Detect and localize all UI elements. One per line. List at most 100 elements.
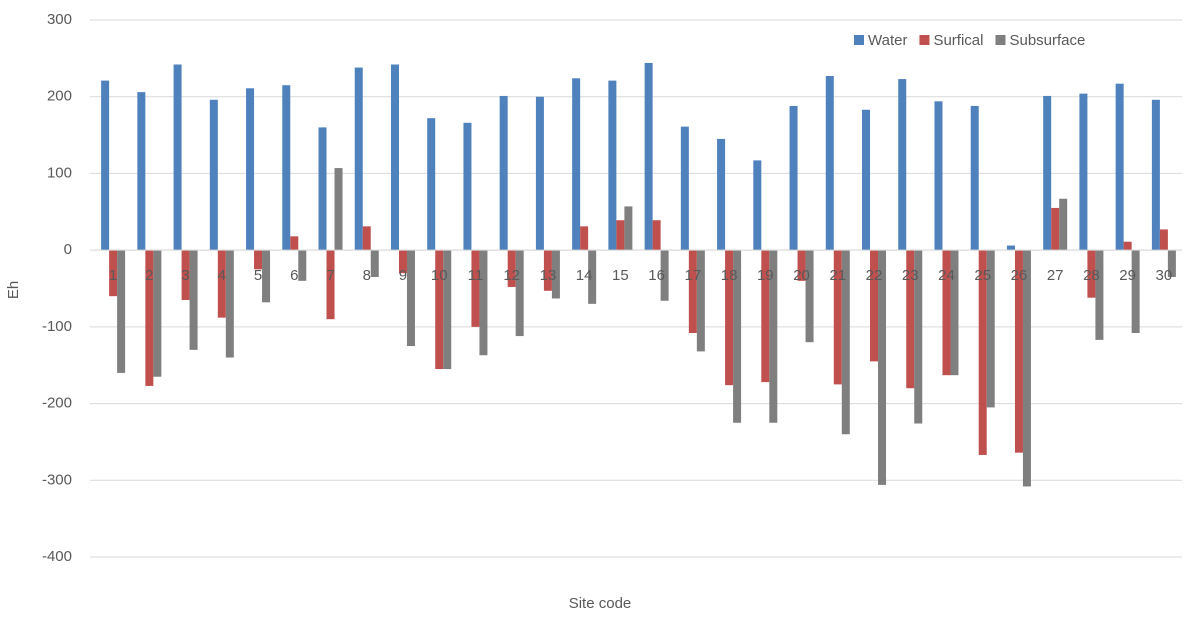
y-tick-label: -200	[42, 395, 72, 412]
bar	[733, 250, 742, 423]
bar	[354, 67, 363, 251]
bar	[898, 79, 907, 251]
bar	[398, 250, 407, 274]
y-tick-label: -300	[42, 471, 72, 488]
x-tick-label: 10	[431, 267, 448, 284]
bar	[209, 99, 218, 251]
bar	[181, 250, 190, 301]
x-tick-label: 27	[1047, 267, 1064, 284]
x-tick-label: 28	[1083, 267, 1100, 284]
bar	[1167, 250, 1176, 277]
bar	[841, 250, 850, 435]
bar	[914, 250, 923, 424]
bar	[1123, 241, 1132, 251]
bar	[427, 118, 436, 251]
bar	[986, 250, 995, 408]
bar	[1087, 250, 1096, 298]
bar	[572, 78, 581, 251]
x-tick-label: 2	[145, 267, 153, 284]
x-tick-label: 14	[576, 267, 593, 284]
bar	[109, 250, 118, 297]
bar	[1079, 93, 1088, 251]
bar	[515, 250, 524, 337]
bar	[543, 250, 552, 291]
bar	[463, 122, 472, 251]
bar	[298, 250, 307, 281]
x-tick-label: 21	[829, 267, 846, 284]
bar	[797, 250, 806, 281]
x-tick-label: 13	[540, 267, 557, 284]
bar	[1059, 198, 1068, 251]
y-tick-label: 200	[47, 88, 72, 105]
x-tick-label: 6	[290, 267, 298, 284]
bar	[362, 226, 371, 251]
bar	[145, 250, 154, 386]
bar	[390, 64, 399, 251]
bar	[262, 250, 271, 303]
x-tick-label: 23	[902, 267, 919, 284]
bar	[318, 127, 327, 251]
legend-swatch	[995, 35, 1006, 45]
bar	[499, 95, 508, 251]
bar	[225, 250, 234, 358]
bar	[246, 88, 255, 251]
bar	[370, 250, 379, 277]
legend-label: Surfical	[933, 32, 983, 49]
bar	[471, 250, 480, 327]
bar	[1014, 250, 1023, 453]
bar	[1095, 250, 1104, 340]
legend-swatch	[919, 35, 930, 45]
bar	[624, 206, 633, 251]
bar	[217, 250, 226, 318]
bar	[153, 250, 162, 377]
y-tick-label: 300	[47, 11, 72, 28]
bar	[507, 250, 516, 287]
legend-label: Water	[868, 32, 907, 49]
bar	[1022, 250, 1031, 487]
bar	[680, 126, 689, 251]
x-tick-label: 12	[503, 267, 520, 284]
x-tick-label: 1	[109, 267, 117, 284]
bar	[1006, 245, 1015, 251]
bar	[688, 250, 697, 333]
bar	[978, 250, 987, 455]
bar	[805, 250, 814, 343]
bar	[934, 101, 943, 251]
bar	[406, 250, 415, 347]
bar	[769, 250, 778, 423]
bar	[616, 220, 625, 251]
bar	[535, 96, 544, 251]
x-tick-label: 30	[1156, 267, 1173, 284]
bar	[950, 250, 959, 376]
bar	[334, 168, 343, 251]
x-tick-label: 7	[326, 267, 334, 284]
x-tick-label: 5	[254, 267, 262, 284]
y-tick-label: 100	[47, 164, 72, 181]
bar	[862, 109, 871, 251]
bar	[1151, 99, 1160, 251]
bar	[137, 92, 146, 251]
x-tick-label: 19	[757, 267, 774, 284]
x-tick-label: 22	[866, 267, 883, 284]
y-tick-label: -100	[42, 318, 72, 335]
bar	[717, 138, 726, 251]
bar	[906, 250, 915, 389]
bar	[1131, 250, 1140, 333]
bar	[290, 236, 299, 251]
x-tick-label: 4	[218, 267, 226, 284]
x-tick-label: 17	[685, 267, 702, 284]
bar	[660, 250, 669, 301]
bar	[878, 250, 887, 485]
bar	[254, 250, 263, 270]
bar	[551, 250, 560, 299]
bar	[443, 250, 452, 370]
bar	[101, 80, 110, 251]
bar	[588, 250, 597, 304]
bar	[833, 250, 842, 385]
x-tick-label: 9	[399, 267, 407, 284]
y-tick-label: -400	[42, 548, 72, 565]
bar	[870, 250, 879, 362]
bar	[644, 62, 653, 251]
bar	[753, 160, 762, 251]
